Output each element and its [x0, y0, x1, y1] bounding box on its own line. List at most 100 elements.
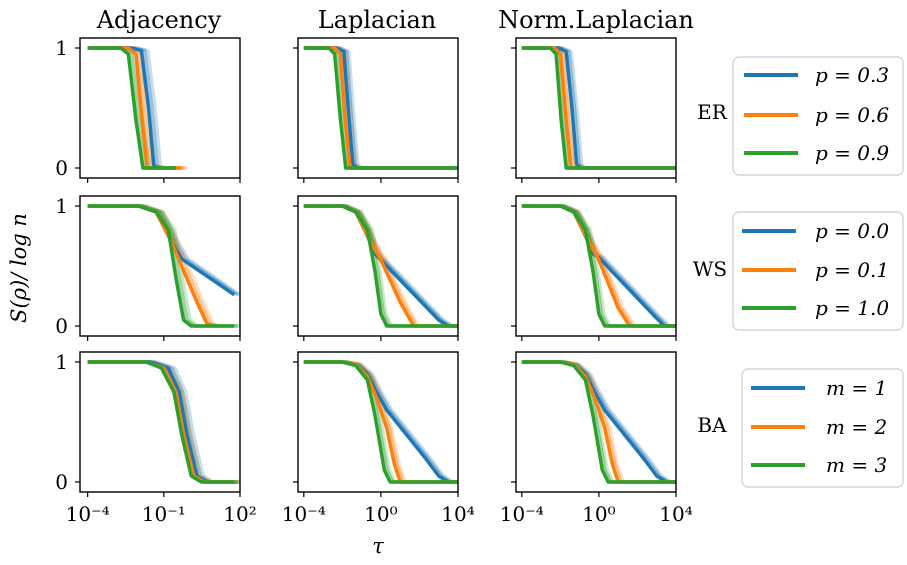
x-tick-label: 10⁻⁴ [66, 502, 110, 526]
series-line-3 [87, 204, 235, 328]
y-tick-label: 0 [55, 314, 68, 338]
legend-label-ws-3: p = 1.0 [815, 296, 889, 320]
panel-lines [87, 360, 240, 484]
series-shade-line [524, 46, 676, 170]
row-label-er: ER [697, 100, 728, 124]
column-title-norm-laplacian: Norm.Laplacian [498, 6, 694, 34]
legend-er: p = 0.3 p = 0.6 p = 0.9 [732, 56, 904, 176]
panel-frame [79, 351, 241, 493]
panel-lines [87, 204, 240, 328]
series-shade-line [308, 46, 458, 170]
panel-1-1 [293, 195, 459, 341]
panel-1-0: 01 [55, 194, 241, 341]
panel-lines [521, 360, 676, 484]
series-shade-line [90, 360, 238, 484]
panel-0-2 [511, 37, 677, 183]
series-line-2 [87, 360, 235, 484]
series-line-2 [521, 46, 676, 170]
panel-lines [303, 204, 458, 328]
x-axis-label: τ [372, 534, 384, 558]
panel-2-1: 10⁻⁴ 10⁰ 10⁴ [282, 351, 475, 526]
panel-frame [297, 37, 459, 179]
legend-frame-er [732, 56, 904, 176]
series-shade-line [90, 360, 238, 484]
series-line-2 [303, 46, 458, 170]
panel-lines [87, 46, 189, 170]
series-shade-line [524, 46, 676, 170]
legend-label-er-2: p = 0.6 [815, 103, 889, 127]
panel-frame [79, 195, 241, 337]
series-shade-line [94, 204, 222, 328]
panel-2-2: 10⁻⁴ 10⁰ 10⁴ [500, 351, 693, 526]
panel-1-2 [511, 195, 677, 341]
legend-label-er-1: p = 0.3 [815, 63, 889, 87]
legend-ws: p = 0.0 p = 0.1 p = 1.0 [732, 211, 904, 331]
series-line-3 [303, 360, 458, 484]
series-line-3 [87, 46, 176, 170]
legend-label-ws-1: p = 0.0 [815, 219, 889, 243]
panel-frame [297, 195, 459, 337]
panel-2-0: 0 1 10⁻⁴ 10⁻¹ 10² [55, 350, 256, 526]
y-axis-label: S(ρ)/ log n [7, 213, 31, 323]
panel-0-1 [293, 37, 459, 183]
series-line-3 [521, 46, 676, 170]
legend-frame-ws [732, 211, 904, 331]
series-shade-line [526, 46, 676, 170]
legend-label-ba-1: m = 1 [826, 376, 887, 400]
panel-lines [521, 204, 676, 328]
series-shade-line [308, 204, 458, 328]
series-shade-line [526, 46, 676, 170]
x-tick-label: 10² [223, 502, 256, 526]
series-line-1 [303, 46, 458, 170]
panel-0-0: 01 [55, 36, 241, 183]
x-tick-label: 10⁴ [441, 502, 474, 526]
panel-lines [303, 46, 458, 170]
panel-frame [515, 195, 677, 337]
x-tick-label: 10⁴ [659, 502, 692, 526]
legend-ba: m = 1 m = 2 m = 3 [741, 368, 904, 488]
row-label-ba: BA [697, 413, 727, 437]
series-shade-line [306, 46, 458, 170]
panel-frame [79, 37, 241, 179]
series-shade-line [90, 360, 238, 484]
panel-frame [515, 351, 677, 493]
series-line-3 [521, 360, 676, 484]
legend-label-er-3: p = 0.9 [815, 141, 889, 165]
y-tick-label: 1 [55, 350, 68, 374]
series-shade-line [526, 204, 676, 328]
series-shade-line [306, 46, 458, 170]
panel-frame [297, 351, 459, 493]
series-shade-line [308, 46, 458, 170]
x-tick-label: 10⁰ [364, 502, 397, 526]
x-tick-label: 10⁻⁴ [282, 502, 326, 526]
row-label-ws: WS [693, 257, 727, 281]
column-title-adjacency: Adjacency [96, 6, 222, 34]
legend-frame-ba [741, 368, 904, 488]
y-tick-label: 1 [55, 194, 68, 218]
series-shade-line [526, 204, 676, 328]
y-tick-label: 0 [55, 156, 68, 180]
series-shade-line [524, 46, 676, 170]
x-tick-label: 10⁻¹ [142, 502, 186, 526]
series-shade-line [308, 204, 458, 328]
series-line-3 [303, 46, 458, 170]
legend-label-ws-2: p = 0.1 [815, 258, 889, 282]
panel-frame [515, 37, 677, 179]
y-tick-label: 1 [55, 36, 68, 60]
series-line-1 [521, 46, 676, 170]
panel-lines [521, 46, 676, 170]
x-tick-label: 10⁰ [582, 502, 615, 526]
x-tick-label: 10⁻⁴ [500, 502, 544, 526]
series-line-3 [521, 204, 676, 328]
series-shade-line [308, 46, 458, 170]
legend-label-ba-2: m = 2 [826, 415, 887, 439]
series-shade-line [526, 46, 676, 170]
series-line-3 [303, 204, 458, 328]
y-tick-label: 0 [55, 470, 68, 494]
legend-label-ba-3: m = 3 [826, 453, 887, 477]
series-line-1 [87, 360, 235, 484]
series-shade-line [306, 46, 458, 170]
